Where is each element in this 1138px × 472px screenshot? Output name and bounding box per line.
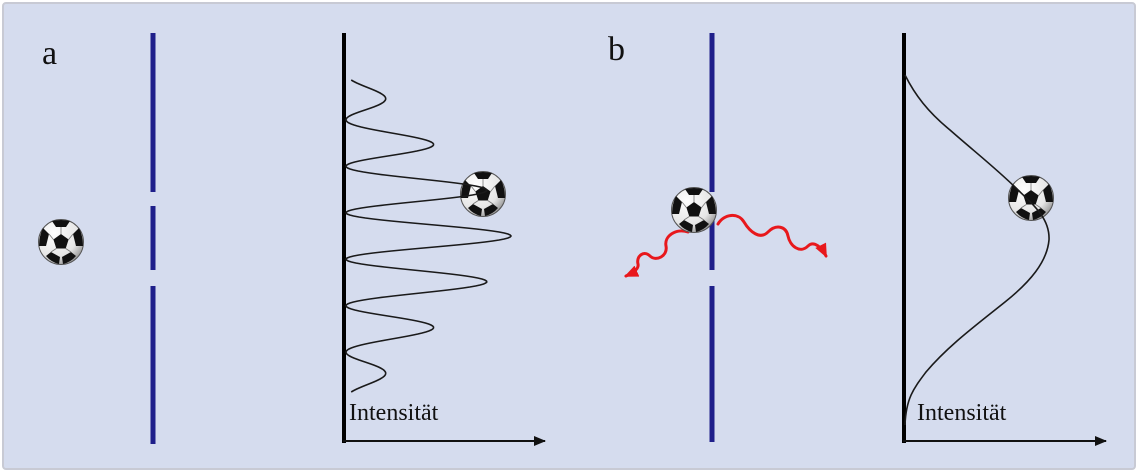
soccer-ball-icon <box>38 219 84 265</box>
single-peak-intensity-curve <box>904 74 1050 426</box>
soccer-ball-icon <box>671 187 717 233</box>
interference-intensity-curve <box>345 79 513 393</box>
intensity-axis-label-b: Intensität <box>917 400 1007 426</box>
panel-b-label: b <box>608 31 625 68</box>
wavy-red-arrow-icon <box>624 229 690 278</box>
intensity-axis-label-a: Intensität <box>349 400 439 426</box>
panel-a: a Intensität <box>38 33 546 446</box>
soccer-ball-icon <box>460 171 506 217</box>
wavy-red-arrow-icon <box>716 214 828 258</box>
panel-b: b Intensität <box>608 31 1107 446</box>
panel-a-label: a <box>42 35 57 72</box>
soccer-ball-icon <box>1008 175 1054 221</box>
